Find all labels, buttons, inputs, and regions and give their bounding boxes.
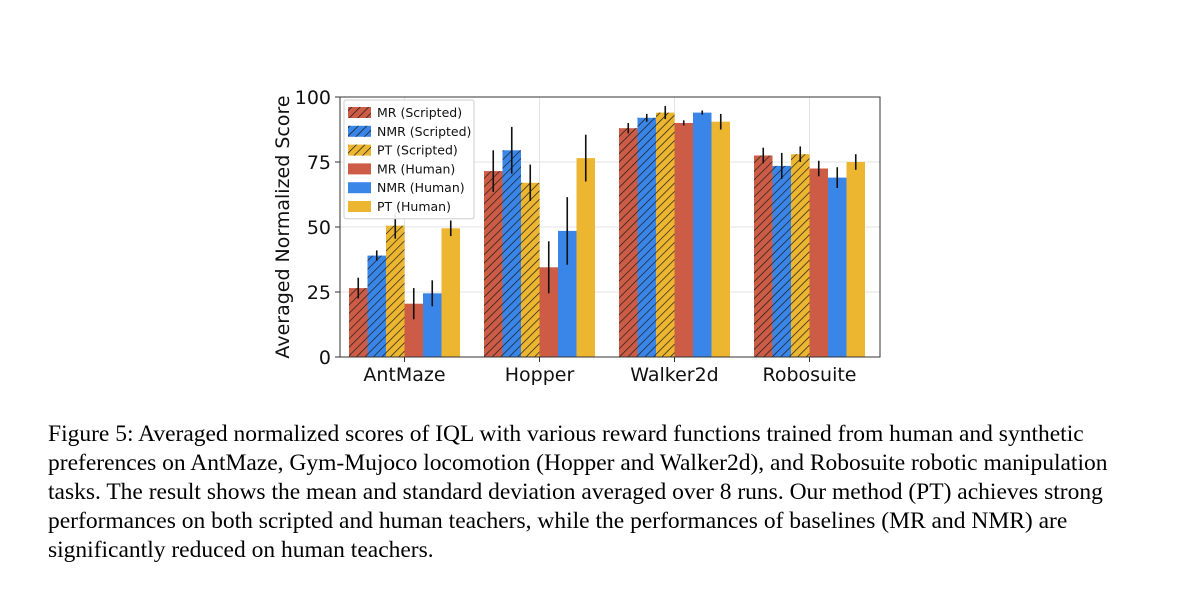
legend-swatch	[348, 182, 371, 194]
legend-label: NMR (Scripted)	[377, 124, 471, 139]
figure-caption: Figure 5: Averaged normalized scores of …	[48, 421, 1108, 563]
bar	[846, 162, 865, 357]
bar-hatch	[772, 165, 791, 357]
legend-swatch-hatch	[348, 144, 371, 156]
bar	[558, 230, 577, 357]
bar	[693, 112, 712, 357]
legend-label: NMR (Human)	[377, 180, 465, 195]
y-tick-label: 25	[307, 282, 331, 304]
y-tick-label: 50	[307, 217, 331, 239]
bar	[711, 121, 730, 357]
bar	[828, 177, 847, 357]
bar-hatch	[637, 117, 656, 357]
bar	[404, 303, 423, 357]
bar-hatch	[386, 225, 405, 357]
legend-swatch-hatch	[348, 125, 371, 137]
bar-hatch	[656, 112, 675, 357]
bar-hatch	[502, 150, 521, 357]
x-tick-label: AntMaze	[363, 364, 445, 386]
legend-box	[343, 99, 475, 220]
axis-ticks: 0 25 50 75 100 AntMaze Hopper Walker2d Robosuite	[295, 87, 857, 386]
bar	[576, 158, 595, 357]
bar-hatch	[619, 128, 638, 357]
legend-swatch-hatch	[348, 107, 371, 118]
bar-hatch	[367, 255, 386, 357]
bar	[441, 228, 460, 357]
bar-hatch	[791, 154, 810, 357]
legend-swatch	[348, 201, 371, 212]
bars-group	[349, 106, 865, 357]
legend-label: MR (Human)	[377, 161, 455, 176]
bar-hatch	[484, 171, 503, 357]
y-tick-label: 75	[307, 152, 331, 174]
x-tick-label: Hopper	[505, 364, 575, 386]
bar	[809, 168, 828, 357]
bar-chart: 0 25 50 75 100 AntMaze Hopper Walker2d Robosuite…	[272, 87, 881, 386]
legend: MR (Scripted) NMR (Scripted) PT (Scripted)…	[343, 99, 475, 220]
x-tick-label: Walker2d	[630, 364, 718, 386]
bar	[539, 267, 558, 357]
y-axis-label: Averaged Normalized Score	[272, 95, 294, 358]
bar-hatch	[754, 155, 773, 357]
y-tick-label: 100	[295, 87, 331, 109]
legend-label: PT (Human)	[377, 199, 451, 214]
bar-hatch	[521, 182, 540, 357]
bar-hatch	[349, 288, 368, 357]
y-tick-label: 0	[319, 347, 331, 369]
legend-swatch	[348, 163, 371, 175]
bar	[423, 293, 442, 357]
legend-label: MR (Scripted)	[377, 105, 462, 120]
x-tick-label: Robosuite	[762, 364, 856, 386]
legend-label: PT (Scripted)	[377, 143, 458, 158]
bar	[674, 123, 693, 357]
